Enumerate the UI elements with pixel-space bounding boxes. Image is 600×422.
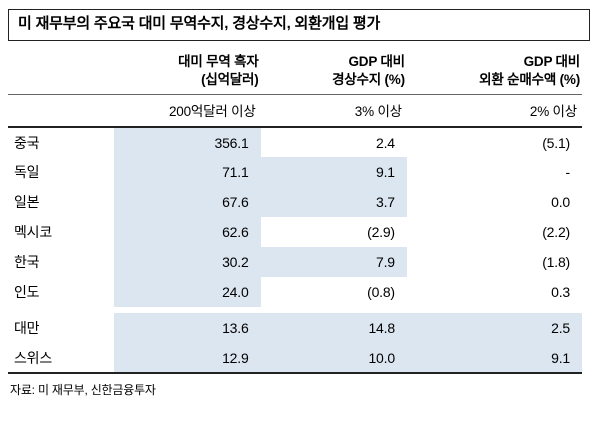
threshold-empty-cell [8, 95, 114, 128]
trade-surplus-column-header: 대미 무역 흑자 (십억달러) [114, 50, 260, 95]
table-row: 한국 30.2 7.9 (1.8) [8, 247, 582, 278]
current-account-column-header: GDP 대비 경상수지 (%) [261, 50, 407, 95]
country-cell: 인도 [14, 284, 40, 301]
value-cell: 30.2 [114, 247, 261, 278]
value-cell: 62.6 [114, 217, 261, 248]
country-cell: 멕시코 [14, 224, 53, 241]
threshold-row: 200억달러 이상 3% 이상 2% 이상 [8, 95, 582, 128]
country-cell: 일본 [14, 194, 40, 211]
current-account-header-line1: GDP 대비 [348, 53, 406, 69]
figure-title-box: 미 재무부의 주요국 대미 무역수지, 경상수지, 외환개입 평가 [8, 9, 590, 41]
value-cell: 0.0 [551, 194, 570, 211]
value-cell: 14.8 [260, 313, 407, 344]
section-spacer [8, 307, 582, 314]
table-row: 멕시코 62.6 (2.9) (2.2) [8, 217, 582, 248]
value-cell: 9.1 [260, 157, 407, 188]
header-row: 대미 무역 흑자 (십억달러) GDP 대비 경상수지 (%) GDP 대비 외… [8, 50, 582, 95]
current-account-threshold: 3% 이상 [354, 104, 402, 120]
trade-surplus-threshold: 200억달러 이상 [168, 104, 256, 120]
table-row: 스위스 12.9 10.0 9.1 [8, 343, 582, 374]
value-cell: 24.0 [114, 277, 261, 308]
value-cell: 356.1 [114, 127, 261, 158]
section-spacer-cell [8, 307, 582, 314]
value-cell: 13.6 [114, 313, 261, 344]
fx-intervention-header-line1: GDP 대비 [523, 53, 581, 69]
table-row: 인도 24.0 (0.8) 0.3 [8, 277, 582, 308]
value-cell: (1.8) [542, 254, 570, 271]
value-cell: 2.4 [376, 134, 395, 151]
country-cell: 대만 [14, 320, 40, 337]
country-cell: 중국 [14, 134, 40, 151]
value-cell: 7.9 [260, 247, 407, 278]
fx-intervention-header-line2: 외환 순매수액 (%) [479, 71, 580, 87]
figure-title: 미 재무부의 주요국 대미 무역수지, 경상수지, 외환개입 평가 [18, 15, 381, 32]
trade-surplus-header-line2: (십억달러) [201, 71, 259, 87]
fx-intervention-column-header: GDP 대비 외환 순매수액 (%) [407, 50, 582, 95]
value-cell: 3.7 [260, 187, 407, 218]
value-cell: 67.6 [114, 187, 261, 218]
value-cell: (2.9) [367, 224, 395, 241]
trade-surplus-header-line1: 대미 무역 흑자 [178, 53, 259, 69]
value-cell: (0.8) [367, 284, 395, 301]
current-account-header-line2: 경상수지 (%) [332, 71, 405, 87]
value-cell: 0.3 [551, 284, 570, 301]
table-header: 대미 무역 흑자 (십억달러) GDP 대비 경상수지 (%) GDP 대비 외… [8, 50, 582, 128]
value-cell: 71.1 [114, 157, 261, 188]
table-row: 대만 13.6 14.8 2.5 [8, 313, 582, 344]
table-row: 중국 356.1 2.4 (5.1) [8, 127, 582, 158]
country-cell: 한국 [14, 254, 40, 271]
table-body: 중국 356.1 2.4 (5.1) 독일 71.1 9.1- 일본 67.6 3.7 0.0 멕시코… [8, 127, 582, 374]
value-cell: 2.5 [406, 313, 582, 344]
value-cell: (5.1) [542, 134, 570, 151]
value-cell: (2.2) [542, 224, 570, 241]
report-table-figure: 미 재무부의 주요국 대미 무역수지, 경상수지, 외환개입 평가 대미 무역 … [8, 9, 590, 398]
source-note: 자료: 미 재무부, 신한금융투자 [10, 383, 156, 398]
table-row: 독일 71.1 9.1 - [8, 157, 582, 188]
table-row: 일본 67.6 3.7 0.0 [8, 187, 582, 218]
value-cell: 12.9 [114, 343, 261, 374]
value-cell: 10.0 [260, 343, 407, 374]
value-cell: 9.1 [406, 343, 582, 374]
data-table: 대미 무역 흑자 (십억달러) GDP 대비 경상수지 (%) GDP 대비 외… [8, 50, 582, 375]
fx-intervention-threshold: 2% 이상 [529, 104, 577, 120]
value-cell: - [565, 164, 571, 181]
country-cell: 독일 [14, 164, 40, 181]
country-column-header [8, 50, 114, 95]
country-cell: 스위스 [14, 349, 53, 366]
